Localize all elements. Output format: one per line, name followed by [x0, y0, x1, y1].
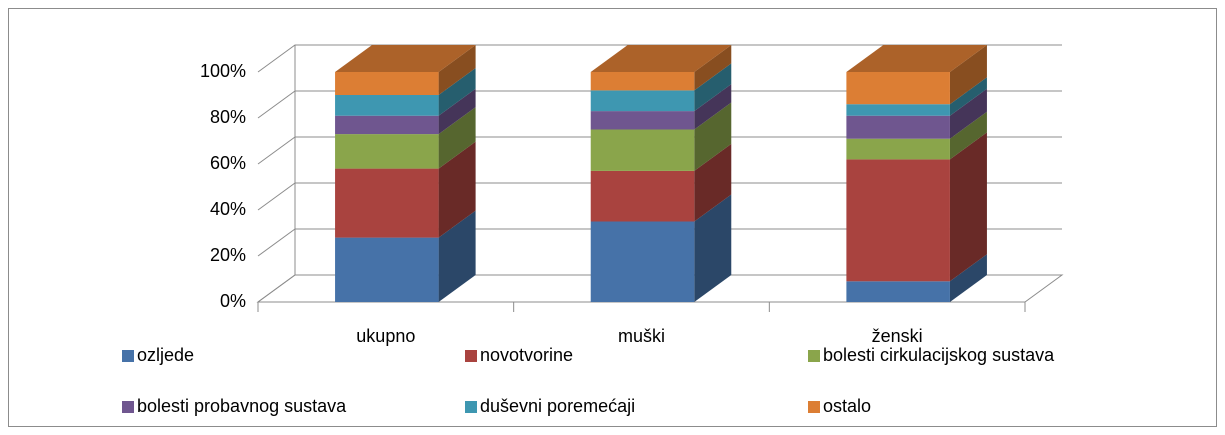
bar [590, 90, 695, 112]
bar-side [438, 141, 476, 238]
bar-top [335, 45, 476, 72]
x-tick-label: ukupno [356, 326, 415, 346]
bar [846, 138, 950, 160]
bar [590, 170, 695, 222]
y-tick-label: 100% [200, 61, 246, 81]
bar-side [949, 88, 987, 139]
legend-label: ozljede [137, 345, 194, 365]
bar-side [694, 63, 732, 112]
bar [846, 159, 950, 282]
bar [846, 104, 950, 116]
bar-side [949, 77, 987, 116]
bar-top [590, 45, 732, 72]
y-tick-label: 20% [210, 245, 246, 265]
y-tick-label: 40% [210, 199, 246, 219]
bar-side [694, 143, 732, 222]
bar-side [949, 111, 987, 160]
bar-side [438, 68, 476, 116]
bar [335, 95, 439, 116]
bar-side [694, 194, 732, 302]
bar-top [846, 45, 987, 72]
legend-label: ostalo [823, 396, 871, 416]
grid-line [257, 274, 1062, 303]
bar [335, 134, 439, 169]
legend-label: duševni poremećaji [480, 396, 635, 416]
legend-swatch [808, 350, 820, 362]
grid-line [257, 228, 1062, 257]
bar-side [949, 45, 987, 105]
grid-line [257, 182, 1062, 211]
bar-side [438, 88, 476, 135]
y-tick-label: 0% [220, 291, 246, 311]
bar-side [949, 254, 987, 302]
legend-swatch [808, 401, 820, 413]
legend-swatch [122, 401, 134, 413]
bar [590, 111, 695, 130]
legend-swatch [122, 350, 134, 362]
bar [335, 72, 439, 95]
bar [846, 72, 950, 105]
bar-side [438, 210, 476, 302]
bar-side [694, 102, 732, 171]
bar-side [438, 45, 476, 95]
grid-line [257, 44, 1062, 73]
bar [335, 237, 439, 302]
bar [590, 72, 695, 91]
y-tick-label: 80% [210, 107, 246, 127]
legend-label: novotvorine [480, 345, 573, 365]
bar [590, 221, 695, 302]
bar-side [694, 84, 732, 130]
y-tick-label: 60% [210, 153, 246, 173]
bar-side [438, 107, 476, 169]
legend-label: bolesti probavnog sustava [137, 396, 347, 416]
bar [846, 281, 950, 302]
bar [846, 115, 950, 139]
grid-line [257, 90, 1062, 119]
bar [590, 129, 695, 171]
x-tick-label: muški [618, 326, 665, 346]
legend-label: bolesti cirkulacijskog sustava [823, 345, 1055, 365]
legend-swatch [465, 350, 477, 362]
legend-swatch [465, 401, 477, 413]
x-tick-label: ženski [872, 326, 923, 346]
bar-side [694, 45, 732, 91]
grid-line [257, 136, 1062, 165]
bar-side [949, 132, 987, 282]
bar [335, 168, 439, 238]
bar [335, 115, 439, 135]
